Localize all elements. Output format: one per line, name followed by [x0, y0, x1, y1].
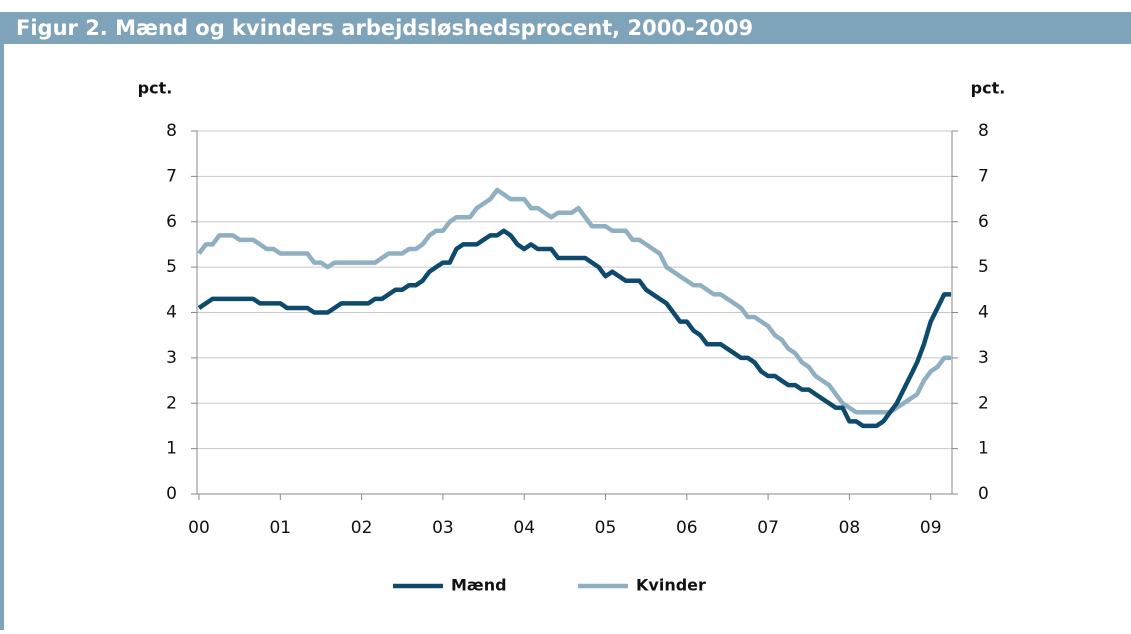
- y-tick-label: 7: [166, 166, 177, 186]
- y2-tick-label: 2: [978, 393, 989, 413]
- header-bar: [0, 12, 1131, 44]
- y2-tick-label: 3: [978, 348, 989, 368]
- y-tick-label: 0: [166, 484, 177, 504]
- y2-axis-label: pct.: [971, 79, 1006, 98]
- y-tick-label: 5: [166, 257, 177, 277]
- y2-tick-label: 1: [978, 439, 989, 459]
- y-axis-label: pct.: [138, 79, 173, 98]
- data-line: [197, 187, 951, 415]
- y2-tick-label: 6: [978, 212, 989, 232]
- legend-label: Mænd: [451, 576, 507, 595]
- y2-tick-label: 8: [978, 121, 989, 141]
- x-tick-label: 06: [676, 518, 698, 538]
- legend-label: Kvinder: [636, 576, 706, 595]
- x-tick-label: 08: [839, 518, 861, 538]
- y-tick-label: 6: [166, 212, 177, 232]
- chart-title: Figur 2. Mænd og kvinders arbejdsløsheds…: [16, 16, 753, 40]
- y2-tick-label: 5: [978, 257, 989, 277]
- y2-tick-label: 0: [978, 484, 989, 504]
- x-tick-label: 00: [188, 518, 210, 538]
- y-tick-label: 8: [166, 121, 177, 141]
- left-border: [0, 44, 4, 630]
- x-tick-label: 03: [432, 518, 454, 538]
- y-tick-label: 2: [166, 393, 177, 413]
- x-tick-label: 02: [351, 518, 373, 538]
- x-tick-label: 01: [269, 518, 291, 538]
- data-line: [197, 228, 951, 429]
- y-tick-label: 1: [166, 439, 177, 459]
- y2-tick-label: 7: [978, 166, 989, 186]
- y-tick-label: 3: [166, 348, 177, 368]
- x-tick-label: 04: [513, 518, 535, 538]
- y2-tick-label: 4: [978, 303, 989, 323]
- x-tick-label: 07: [757, 518, 779, 538]
- x-tick-label: 09: [920, 518, 942, 538]
- y-tick-label: 4: [166, 303, 177, 323]
- x-tick-label: 05: [595, 518, 617, 538]
